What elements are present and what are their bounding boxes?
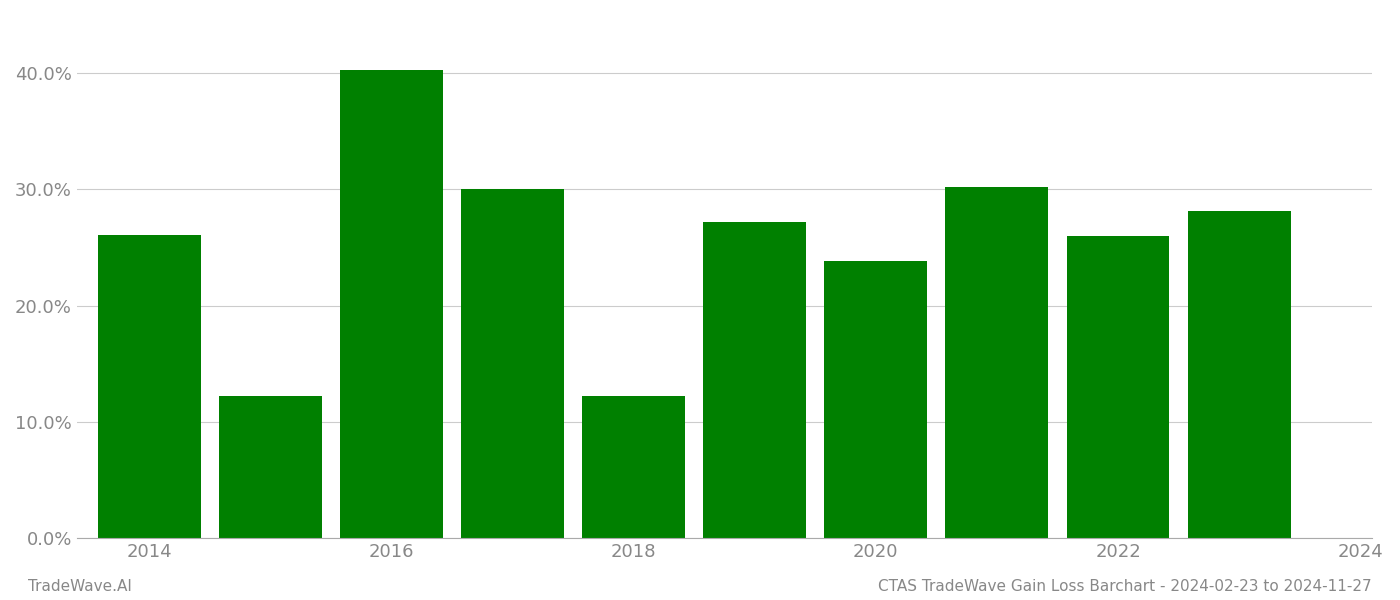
Bar bbox=[461, 190, 564, 538]
Bar bbox=[218, 397, 322, 538]
Text: TradeWave.AI: TradeWave.AI bbox=[28, 579, 132, 594]
Bar bbox=[945, 187, 1049, 538]
Bar bbox=[98, 235, 200, 538]
Bar bbox=[340, 70, 442, 538]
Bar bbox=[1067, 236, 1169, 538]
Bar bbox=[825, 262, 927, 538]
Bar bbox=[582, 397, 685, 538]
Bar bbox=[703, 222, 806, 538]
Bar bbox=[1187, 211, 1291, 538]
Text: CTAS TradeWave Gain Loss Barchart - 2024-02-23 to 2024-11-27: CTAS TradeWave Gain Loss Barchart - 2024… bbox=[878, 579, 1372, 594]
